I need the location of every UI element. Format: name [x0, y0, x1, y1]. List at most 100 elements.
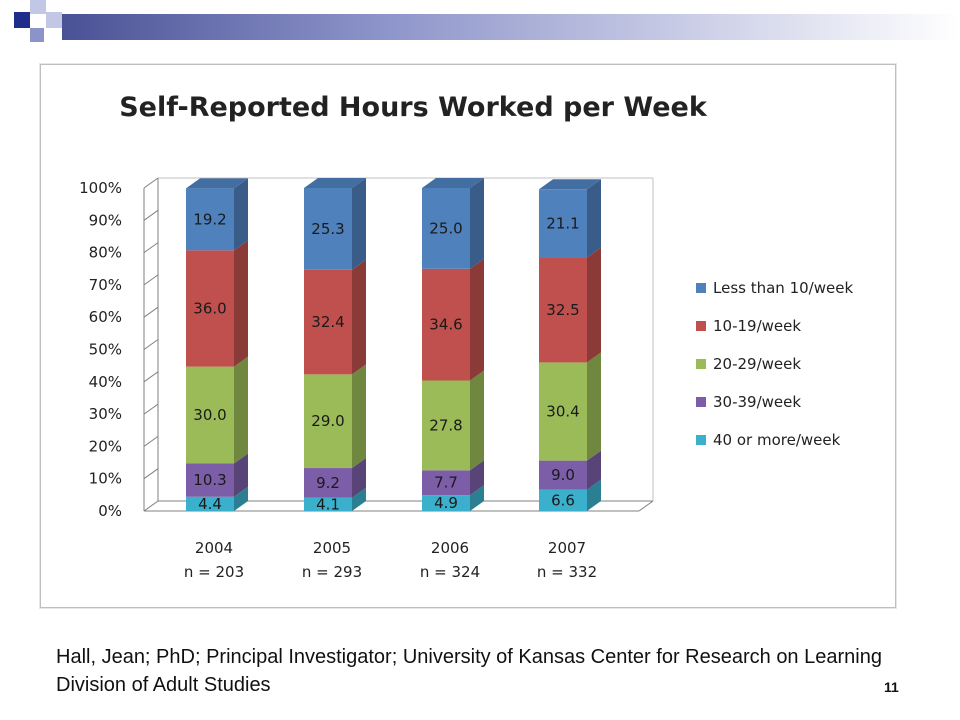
y-tick-mark [143, 403, 159, 415]
x-category-label: 2004 [195, 539, 233, 557]
legend-label: 30-39/week [713, 393, 801, 411]
bar-segment-front [304, 269, 352, 375]
legend-swatch [696, 359, 706, 369]
bar-segment-front [422, 495, 470, 511]
bar-data-label: 25.3 [311, 220, 344, 238]
bar-data-label: 4.1 [316, 495, 340, 513]
x-category-sublabel: n = 203 [184, 563, 244, 581]
y-tick-label: 40% [89, 373, 122, 391]
y-tick-label: 80% [89, 244, 122, 262]
y-tick-label: 90% [89, 211, 122, 229]
bar-segment-front [422, 188, 470, 269]
floor-right-edge [638, 500, 654, 512]
slide-header-decoration [14, 0, 960, 42]
bar-data-label: 6.6 [551, 491, 575, 509]
bar-segment-side [470, 460, 484, 496]
legend-label: Less than 10/week [713, 279, 853, 297]
bar-data-label: 27.8 [429, 416, 462, 434]
bar-data-label: 36.0 [193, 299, 226, 317]
page-number: 11 [884, 679, 899, 695]
legend-label: 40 or more/week [713, 431, 841, 449]
legend-label: 20-29/week [713, 355, 801, 373]
x-category-sublabel: n = 324 [420, 563, 480, 581]
legend-swatch [696, 435, 706, 445]
bar-segment-side [470, 370, 484, 471]
bar-segment-side [234, 486, 248, 511]
bar-segment-front [186, 188, 234, 251]
y-tick-mark [143, 339, 159, 350]
legend-swatch [696, 397, 706, 407]
bar-segment-front [539, 362, 587, 461]
y-tick-label: 0% [98, 502, 122, 520]
bar-data-label: 25.0 [429, 219, 462, 237]
stacked-bar-chart: Self-Reported Hours Worked per Week 0% 10… [79, 92, 853, 581]
bar-data-label: 32.4 [311, 313, 344, 331]
y-tick-mark [143, 242, 159, 254]
bar-segment-front [186, 250, 234, 367]
x-category-sublabel: n = 293 [302, 563, 362, 581]
chart-title: Self-Reported Hours Worked per Week [119, 92, 708, 123]
bar-segment-front [186, 366, 234, 464]
y-tick-mark [143, 209, 159, 221]
legend-swatch [696, 283, 706, 293]
citation-text: Hall, Jean; PhD; Principal Investigator;… [56, 646, 882, 696]
bar-segment-front [422, 470, 470, 496]
bar-segment-front [304, 374, 352, 469]
bar-segment-side [470, 178, 484, 269]
bar-segment-side [470, 258, 484, 381]
bar-segment-side [587, 479, 601, 511]
legend-swatch [696, 321, 706, 331]
bar-segment-front [422, 380, 470, 471]
y-tick-label: 60% [89, 308, 122, 326]
y-tick-mark [143, 500, 159, 512]
bar-segment-front [539, 489, 587, 511]
bar-segment-top [539, 179, 601, 190]
header-square-dark [14, 12, 30, 28]
x-category-label: 2005 [313, 539, 351, 557]
y-tick-label: 70% [89, 276, 122, 294]
legend-label: 10-19/week [713, 317, 801, 335]
bar-data-label: 32.5 [546, 301, 579, 319]
bar-segment-top [186, 178, 248, 189]
bar-segment-front [304, 497, 352, 511]
bar-segment-side [352, 259, 366, 375]
bar-data-label: 4.9 [434, 494, 458, 512]
bar-segment-side [587, 352, 601, 461]
bar-segment-side [587, 247, 601, 363]
y-tick-label: 50% [89, 341, 122, 359]
y-tick-mark [143, 468, 159, 480]
bar-data-label: 7.7 [434, 474, 458, 492]
y-tick-mark [143, 177, 159, 189]
chart-bars [186, 178, 601, 511]
bar-segment-side [352, 178, 366, 270]
header-square-pale [46, 12, 62, 28]
x-category-sublabel: n = 332 [537, 563, 597, 581]
bar-segment-front [539, 460, 587, 490]
header-gradient-bar [62, 14, 960, 40]
chart-frame: Self-Reported Hours Worked per Week 0% 10… [40, 64, 896, 608]
y-tick-label: 30% [89, 405, 122, 423]
bar-segment-top [304, 178, 366, 188]
bar-segment-side [352, 458, 366, 498]
bar-data-label: 4.4 [198, 495, 222, 513]
y-tick-mark [143, 274, 159, 286]
bar-data-label: 10.3 [193, 471, 226, 489]
chart-labels: 4.4 10.3 30.0 36.0 19.2 2004 n = 203 4.1 9.2 29.0… [184, 210, 597, 581]
bar-data-label: 29.0 [311, 412, 344, 430]
bar-data-label: 34.6 [429, 316, 462, 334]
bar-segment-front [304, 188, 352, 270]
y-tick-label: 10% [89, 470, 122, 488]
bar-segment-side [352, 487, 366, 511]
bar-segment-side [234, 240, 248, 367]
bar-segment-side [234, 453, 248, 497]
bar-segment-front [539, 257, 587, 363]
bar-segment-front [186, 496, 234, 511]
bar-segment-side [234, 178, 248, 251]
bar-data-label: 30.0 [193, 406, 226, 424]
y-tick-label: 20% [89, 437, 122, 455]
bar-segment-side [470, 485, 484, 511]
y-tick-mark [143, 371, 159, 383]
bar-data-label: 21.1 [546, 214, 579, 232]
bar-segment-side [234, 356, 248, 464]
bar-segment-top [422, 178, 484, 188]
